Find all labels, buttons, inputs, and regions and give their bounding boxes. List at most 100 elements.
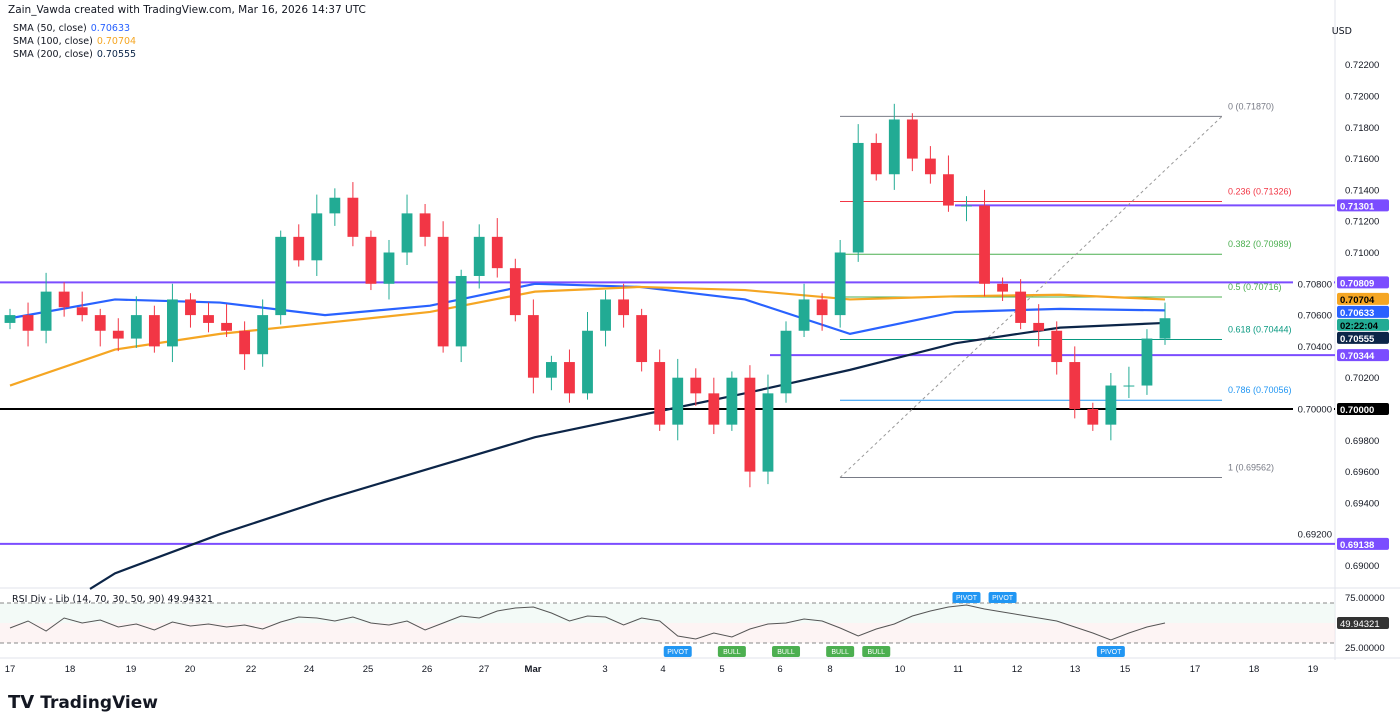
- time-tick-label: 10: [895, 664, 906, 675]
- rsi-marker-pivot: [1096, 646, 1125, 657]
- candle-body: [672, 377, 684, 425]
- candle-body: [94, 315, 106, 331]
- price-tag-bg: [1337, 292, 1389, 305]
- candle-body: [690, 377, 702, 394]
- candle-body: [545, 362, 557, 378]
- rsi-marker-bull: [717, 646, 746, 657]
- time-tick-label: 27: [479, 664, 490, 675]
- price-label: 0.70000: [1340, 405, 1374, 416]
- price-label-bg: [1337, 403, 1389, 415]
- candle-body: [1051, 330, 1063, 363]
- time-tick-label: 18: [1249, 664, 1260, 675]
- candle-body: [76, 307, 88, 316]
- price-tag-bg: [1337, 331, 1389, 344]
- legend-sma100: SMA (100, close) 0.70704: [13, 35, 313, 48]
- candle-body: [383, 252, 395, 284]
- price-label-bg: [1337, 276, 1389, 289]
- candle-body: [762, 393, 774, 472]
- tradingview-logo[interactable]: 𝗧𝗩 TradingView: [8, 692, 158, 713]
- time-tick-label: 6: [777, 664, 782, 675]
- price-tick-bg: [1293, 528, 1334, 541]
- rsi-marker-label: BULL: [777, 649, 795, 656]
- time-tick-label: 20: [185, 664, 196, 675]
- rsi-marker-bull: [826, 646, 855, 657]
- candle-body: [419, 213, 431, 237]
- sma-line: [9, 282, 1166, 336]
- legend-sma200: SMA (200, close) 0.70555: [13, 48, 313, 61]
- price-tag: 02:22:04: [1340, 321, 1379, 332]
- candle-body: [257, 315, 269, 355]
- price-tick-label: 0.71600: [1345, 154, 1379, 165]
- candle-body: [239, 330, 251, 355]
- price-tick-label: 0.72000: [1345, 92, 1379, 103]
- time-tick-label: 18: [65, 664, 76, 675]
- candle-body: [780, 330, 792, 394]
- legend-value: 0.70633: [90, 23, 131, 34]
- candle-body: [600, 299, 611, 331]
- currency-label[interactable]: USD: [1331, 26, 1352, 37]
- price-tick-label: 0.70400: [1298, 342, 1332, 353]
- time-tick-label: 8: [827, 664, 832, 675]
- candle-body: [1033, 322, 1045, 331]
- rsi-marker-bull: [772, 646, 801, 657]
- time-tick-label: 5: [719, 664, 724, 675]
- candle-body: [888, 119, 900, 175]
- candle-body: [221, 322, 232, 331]
- candle-body: [311, 213, 323, 261]
- rsi-marker-label: PIVOT: [956, 595, 978, 602]
- candle-body: [834, 252, 846, 316]
- time-tick-label: 22: [246, 664, 257, 675]
- fib-level-label: 0.382 (0.70989): [1228, 239, 1292, 249]
- brand-name: TradingView: [40, 692, 158, 713]
- time-tick-label: 17: [5, 664, 16, 675]
- rsi-value-label: 49.94321: [1340, 619, 1380, 630]
- price-label: 0.70809: [1340, 278, 1374, 289]
- fib-level-label: 1 (0.69562): [1228, 463, 1274, 473]
- fib-level-label: 0 (0.71870): [1228, 101, 1274, 111]
- rsi-upper-band: [0, 603, 1335, 623]
- legend-value: 0.70704: [96, 36, 137, 47]
- candle-body: [961, 205, 972, 207]
- time-tick-label: 19: [126, 664, 137, 675]
- candle-body: [870, 142, 882, 175]
- candle-body: [1159, 318, 1171, 339]
- rsi-tick-label: 75.00000: [1345, 593, 1385, 604]
- candle-body: [744, 377, 756, 472]
- fib-level-label: 0.786 (0.70056): [1228, 385, 1292, 395]
- candle-body: [997, 283, 1008, 292]
- time-tick-label: 4: [660, 664, 665, 675]
- legend-label: SMA (200, close): [13, 49, 93, 60]
- candle-body: [130, 315, 142, 339]
- legend-value: 0.70555: [96, 49, 137, 60]
- candle-body: [275, 236, 287, 316]
- price-tick-label: 0.72200: [1345, 60, 1379, 71]
- legend-label: SMA (100, close): [13, 36, 93, 47]
- candle-body: [708, 393, 720, 425]
- candle-body: [58, 291, 70, 308]
- candle-body: [636, 315, 648, 363]
- rsi-marker-bull: [862, 646, 891, 657]
- candle-body: [401, 213, 413, 253]
- rsi-marker-pivot: [663, 646, 692, 657]
- sma-line: [9, 285, 1166, 387]
- tv-logo-icon: 𝗧𝗩: [8, 692, 35, 713]
- price-tick-label: 0.69200: [1298, 530, 1332, 541]
- candle-body: [509, 268, 521, 316]
- rsi-marker-label: BULL: [723, 649, 741, 656]
- candle-body: [347, 197, 359, 237]
- time-tick-label: 17: [1190, 664, 1201, 675]
- candle-body: [582, 330, 593, 394]
- price-label: 0.70344: [1340, 351, 1375, 362]
- fib-level-label: 0.236 (0.71326): [1228, 186, 1292, 196]
- fib-trend-line: [839, 115, 1223, 478]
- price-label-bg: [1337, 537, 1389, 550]
- candle-body: [924, 158, 936, 175]
- fib-level-label: 0.618 (0.70444): [1228, 325, 1292, 335]
- rsi-legend: RSI Div - Lib (14, 70, 30, 50, 90) 49.94…: [12, 594, 213, 605]
- price-label: 0.69138: [1340, 540, 1374, 551]
- candle-body: [1069, 362, 1081, 409]
- rsi-value-bg: [1337, 617, 1389, 629]
- price-tick-label: 0.69000: [1345, 561, 1379, 572]
- rsi-legend-value: 49.94321: [167, 594, 213, 605]
